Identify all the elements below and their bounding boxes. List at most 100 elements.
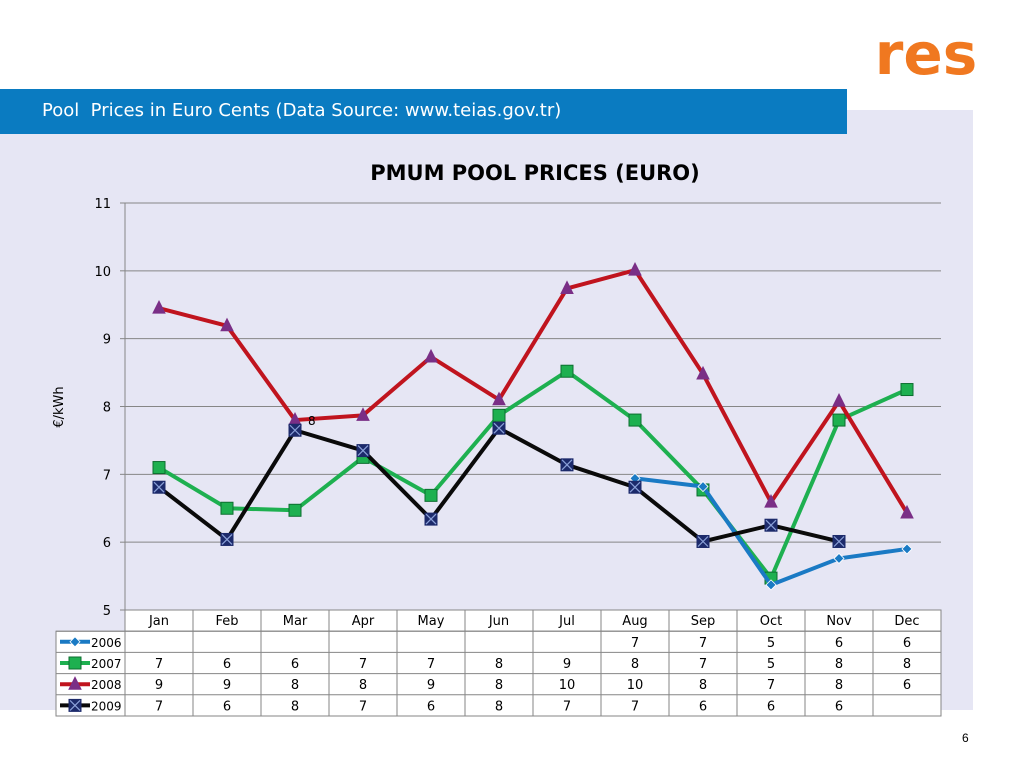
- table-cell: 8: [495, 657, 503, 672]
- legend-marker: [69, 636, 81, 648]
- series-2006-point: [833, 552, 845, 565]
- x-tick-label: Jun: [488, 614, 509, 629]
- table-cell: 6: [835, 636, 843, 651]
- res-logo-icon: res: [875, 20, 977, 88]
- legend-marker: [68, 676, 82, 690]
- series-2009-line: [157, 426, 840, 544]
- table-cell: 8: [291, 699, 299, 714]
- legend-marker: [68, 698, 82, 712]
- series-2009-point: [424, 512, 438, 526]
- square-marker: [68, 656, 82, 670]
- x-tick-label: Feb: [215, 614, 238, 629]
- series-2008-point: [628, 262, 642, 276]
- legend-label-2009: 2009: [91, 699, 122, 713]
- table-cell: 8: [903, 657, 911, 672]
- series-2007-point: [492, 408, 506, 422]
- series-2009-point: [356, 444, 370, 458]
- table-cell: 8: [291, 678, 299, 693]
- series-2008-point: [832, 392, 846, 407]
- series-2009-point: [220, 532, 234, 546]
- legend-label-2008: 2008: [91, 678, 122, 692]
- square-marker: [152, 461, 166, 475]
- y-axis-label: €/kWh: [52, 386, 67, 427]
- triangle-marker: [696, 365, 710, 380]
- triangle-marker: [832, 392, 846, 407]
- triangle-marker: [560, 280, 574, 294]
- table-cell: 8: [631, 657, 639, 672]
- x-tick-label: Oct: [760, 614, 782, 629]
- triangle-marker: [900, 504, 914, 519]
- series-2006-point: [765, 579, 777, 591]
- x-tick-label: Mar: [283, 614, 308, 629]
- page-number: 6: [962, 731, 969, 745]
- table-cell: 8: [835, 657, 843, 672]
- series-2006-point: [697, 480, 709, 493]
- series-2007-point: [152, 461, 166, 475]
- table-cell: 9: [563, 657, 571, 672]
- x-tick-label: Aug: [622, 614, 647, 629]
- x-stroke: [833, 536, 845, 547]
- chart-title: PMUM POOL PRICES (EURO): [370, 161, 700, 185]
- square-marker: [628, 413, 642, 427]
- x-stroke: [629, 481, 641, 493]
- series-2007-point: [832, 413, 846, 427]
- square-marker: [288, 503, 302, 517]
- table-cell: 6: [223, 657, 231, 672]
- slide-title: Pool Prices in Euro Cents (Data Source: …: [42, 100, 562, 121]
- series-2008-line: [158, 268, 909, 515]
- table-cell: 6: [903, 678, 911, 693]
- series-2008-point: [424, 348, 438, 363]
- table-cell: 7: [699, 636, 707, 651]
- legend-marker: [68, 656, 82, 670]
- table-cell: 7: [631, 636, 639, 651]
- table-cell: 7: [427, 657, 435, 672]
- table-cell: 7: [359, 699, 367, 714]
- table-cell: 9: [155, 678, 163, 693]
- x-tick-label: Jan: [148, 614, 169, 629]
- square-marker: [424, 488, 438, 502]
- series-2009-point: [764, 518, 778, 532]
- logo-text: res: [876, 26, 976, 82]
- table-cell: 8: [835, 678, 843, 693]
- series-2008-point: [560, 280, 574, 294]
- series-2009-point: [560, 458, 574, 472]
- series-2008-point: [152, 300, 166, 314]
- series-2007-point: [628, 413, 642, 427]
- x-stroke: [697, 536, 709, 547]
- square-marker: [832, 413, 846, 427]
- res-logo: res: [875, 20, 977, 88]
- square-marker: [220, 501, 234, 515]
- square-marker: [900, 383, 914, 397]
- triangle-marker: [220, 317, 234, 332]
- y-tick-label: 10: [94, 265, 111, 280]
- series-2007-point: [424, 488, 438, 502]
- table-cell: 8: [495, 699, 503, 714]
- x-stroke: [561, 459, 573, 471]
- x-stroke: [69, 699, 81, 711]
- x-stroke: [153, 481, 165, 493]
- table-cell: 7: [767, 678, 775, 693]
- series-2007-point: [288, 503, 302, 517]
- table-cell: 6: [835, 699, 843, 714]
- table-cell: 6: [699, 699, 707, 714]
- x-stroke: [425, 513, 437, 525]
- data-label: 8: [308, 414, 316, 428]
- table-cell: 9: [427, 678, 435, 693]
- x-tick-label: Dec: [894, 614, 919, 629]
- y-tick-label: 7: [103, 468, 111, 483]
- table-cell: 6: [291, 657, 299, 672]
- x-tick-label: Jul: [558, 614, 575, 629]
- table-cell: 7: [155, 657, 163, 672]
- table-cell: 10: [559, 678, 576, 693]
- series-2008-point: [900, 504, 914, 519]
- table-cell: 7: [563, 699, 571, 714]
- diamond-marker: [697, 480, 709, 493]
- table-cell: 8: [359, 678, 367, 693]
- table-cell: 7: [631, 699, 639, 714]
- series-2008-point: [764, 494, 778, 508]
- series-2009-point: [628, 480, 642, 494]
- triangle-marker: [424, 348, 438, 363]
- table-cell: 10: [627, 678, 644, 693]
- diamond-marker: [901, 543, 913, 555]
- table-cell: 5: [767, 657, 775, 672]
